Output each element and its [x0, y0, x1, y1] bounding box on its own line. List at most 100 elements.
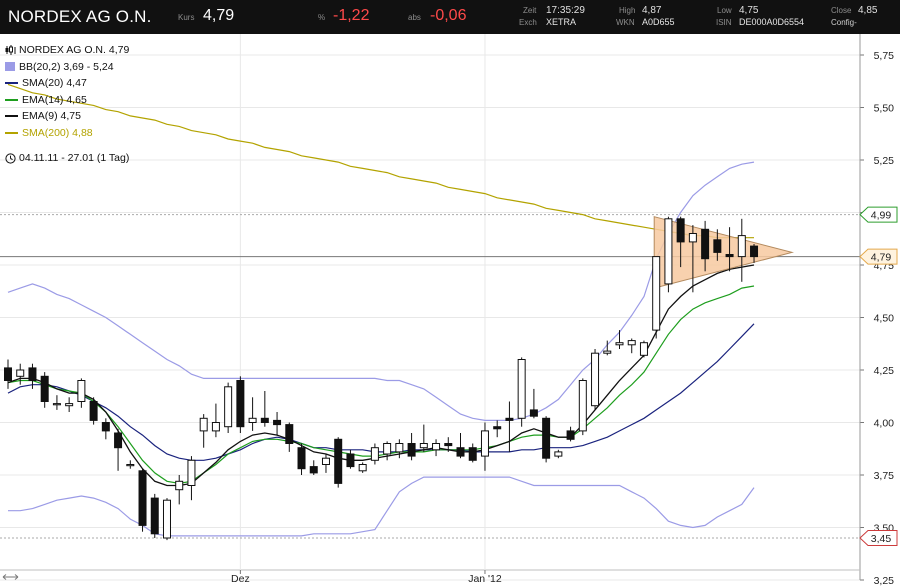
candle	[236, 380, 245, 428]
candle	[77, 380, 86, 402]
candle	[273, 419, 282, 426]
candle	[346, 453, 355, 468]
legend-item-sma200[interactable]: SMA(200) 4,88	[5, 125, 129, 142]
low-label: Low	[717, 6, 732, 15]
kurs-label: Kurs	[178, 13, 195, 22]
candle	[138, 470, 147, 526]
candle	[737, 235, 746, 258]
legend-bb-label: BB(20,2) 3,69 - 5,24	[19, 60, 114, 73]
close-value: 4,85	[858, 5, 878, 16]
close-label: Close	[831, 6, 852, 15]
legend-item-ema9[interactable]: EMA(9) 4,75	[5, 108, 129, 125]
candle	[627, 340, 636, 346]
candle	[554, 451, 563, 457]
candle	[383, 443, 392, 455]
y-tick-label: 5,50	[874, 103, 895, 115]
isin-label: ISIN	[716, 18, 732, 27]
zeit-label: Zeit	[523, 6, 537, 15]
exch-value: XETRA	[546, 17, 577, 27]
bb-swatch-icon	[5, 62, 15, 72]
abs-change-value: -0,06	[430, 7, 467, 24]
candle	[114, 432, 123, 449]
legend-sma20-label: SMA(20) 4,47	[22, 77, 87, 89]
y-tick-label: 3,75	[874, 470, 895, 482]
date-range-label: 04.11.11 - 27.01 (1 Tag)	[19, 152, 130, 164]
y-tick-label: 5,25	[874, 155, 895, 167]
pan-arrows-icon[interactable]	[2, 574, 19, 580]
candle	[28, 367, 37, 381]
candle	[4, 367, 12, 381]
quote-header: NORDEX AG O.N. Kurs 4,79 % -1,22 abs -0,…	[0, 0, 900, 34]
candle	[162, 499, 171, 539]
high-label: High	[619, 6, 636, 15]
current-price-tag	[859, 248, 898, 265]
candle	[493, 426, 502, 430]
sma200-line	[7, 83, 754, 239]
ema14-swatch-icon	[5, 98, 18, 101]
candle	[334, 438, 343, 484]
candle	[591, 352, 600, 407]
candle	[701, 228, 710, 260]
candle	[444, 443, 453, 447]
legend-item-sma20[interactable]: SMA(20) 4,47	[5, 75, 129, 92]
candle	[187, 459, 196, 486]
sma20-line	[7, 323, 755, 461]
candle	[529, 409, 538, 417]
date-range[interactable]: 04.11.11 - 27.01 (1 Tag)	[5, 152, 129, 164]
legend-ema14-label: EMA(14) 4,65	[22, 93, 87, 106]
candle	[517, 359, 526, 419]
candle	[260, 417, 269, 423]
candle	[676, 218, 685, 243]
triangle-pattern	[653, 216, 794, 289]
high-price-tag	[859, 206, 898, 223]
pct-label: %	[318, 13, 326, 22]
legend-item-bb[interactable]: BB(20,2) 3,69 - 5,24	[5, 59, 129, 76]
legend-item-price[interactable]: NORDEX AG O.N. 4,79	[5, 42, 129, 59]
y-tick-label: 3,25	[874, 575, 895, 586]
candle	[285, 424, 294, 445]
candle	[432, 443, 441, 451]
clock-icon	[5, 152, 16, 164]
low-price-tag	[859, 530, 898, 546]
current-price-tag-label: 4,79	[871, 252, 892, 264]
legend-sma200-label: SMA(200) 4,88	[22, 126, 93, 139]
candle	[248, 417, 257, 423]
candle	[505, 417, 514, 421]
y-tick-label: 5,75	[874, 50, 895, 62]
candle	[211, 422, 220, 432]
y-tick-label: 4,00	[874, 418, 895, 430]
candle	[395, 443, 404, 453]
x-tick-label: Jan '12	[468, 573, 502, 585]
candle	[126, 464, 135, 467]
candle	[480, 430, 489, 457]
candle	[468, 447, 477, 461]
candle	[358, 464, 367, 472]
candle	[199, 417, 208, 432]
candle	[419, 443, 428, 449]
candle	[309, 466, 318, 474]
candle	[65, 403, 74, 407]
high-value: 4,87	[642, 5, 662, 16]
instrument-title: NORDEX AG O.N.	[8, 7, 152, 26]
high-price-tag-label: 4,99	[871, 210, 892, 222]
candlestick-chart: 5,755,505,255,004,754,504,254,003,753,50…	[0, 34, 898, 586]
candle	[639, 342, 648, 356]
sma20-swatch-icon	[5, 82, 18, 85]
isin-value: DE000A0D6554	[739, 17, 805, 27]
candle	[175, 480, 184, 491]
candle	[456, 447, 465, 457]
config-menu-button[interactable]: Config-	[831, 18, 857, 27]
bb-lower-band	[8, 476, 755, 537]
sma200-swatch-icon	[5, 131, 18, 134]
candle	[101, 422, 110, 432]
ema9-swatch-icon	[5, 115, 18, 118]
legend-item-ema14[interactable]: EMA(14) 4,65	[5, 92, 129, 109]
pct-change-value: -1,22	[333, 7, 370, 24]
bb-upper-band	[7, 161, 755, 421]
ema14-line	[7, 285, 755, 485]
candle	[321, 457, 330, 466]
candle	[615, 342, 624, 346]
candle	[370, 447, 379, 461]
legend-ema9-label: EMA(9) 4,75	[22, 110, 81, 122]
candle	[150, 497, 159, 535]
